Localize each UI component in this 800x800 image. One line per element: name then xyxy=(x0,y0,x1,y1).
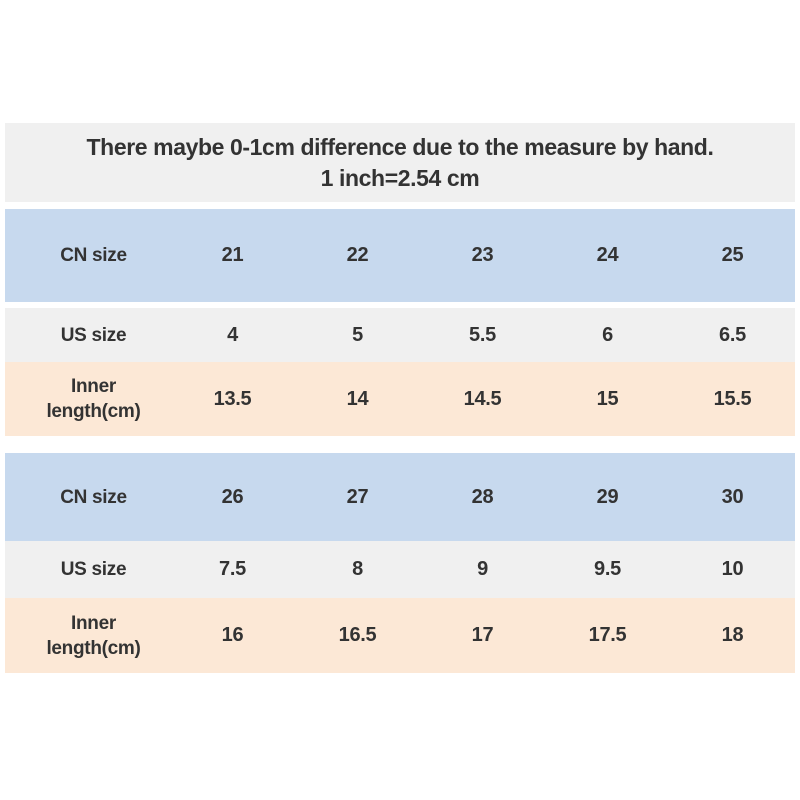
table2-us-size-value-5: 10 xyxy=(721,558,744,580)
row-label-text: US size xyxy=(60,324,127,346)
table1-cn-size-label: CN size xyxy=(5,243,170,268)
table2-us-size-label: US size xyxy=(5,557,170,582)
table1-us-size-label: US size xyxy=(5,323,170,348)
table2-inner-length-label: Inner length(cm) xyxy=(5,611,170,661)
table1-us-size-row: US size 4 5 5.5 6 6.5 xyxy=(5,308,795,362)
row-label-text: Inner length(cm) xyxy=(46,376,141,422)
row-label-text: CN size xyxy=(60,486,127,508)
table1-inner-length-value-3: 14.5 xyxy=(463,387,502,410)
size-table-1: CN size 21 22 23 24 25 US size 4 5 5.5 6… xyxy=(5,209,795,436)
table1-cn-size-value-1: 21 xyxy=(221,244,244,266)
table2-inner-length-value-2: 16.5 xyxy=(338,624,377,646)
measurement-note: There maybe 0-1cm difference due to the … xyxy=(5,123,795,202)
table2-us-size-value-1: 7.5 xyxy=(219,558,246,580)
table2-us-size-value-3: 9 xyxy=(477,558,488,580)
row-label-text: Inner length(cm) xyxy=(46,612,141,659)
table1-us-size-value-5: 6.5 xyxy=(719,323,746,346)
table1-cn-size-value-4: 24 xyxy=(596,244,619,266)
table2-cn-size-value-1: 26 xyxy=(221,485,244,508)
table2-cn-size-label: CN size xyxy=(5,485,170,510)
table1-cn-size-value-3: 23 xyxy=(471,244,494,266)
table2-us-size-row: US size 7.5 8 9 9.5 10 xyxy=(5,541,795,598)
note-line-1: There maybe 0-1cm difference due to the … xyxy=(86,133,714,160)
table2-us-size-value-4: 9.5 xyxy=(594,558,621,580)
table1-cn-size-value-2: 22 xyxy=(346,244,369,266)
row-label-text: CN size xyxy=(60,245,127,266)
table1-us-size-value-3: 5.5 xyxy=(469,323,496,346)
table2-cn-size-value-4: 29 xyxy=(596,485,619,508)
table1-us-size-value-4: 6 xyxy=(602,323,613,346)
row-label-text: US size xyxy=(60,559,127,580)
table2-us-size-value-2: 8 xyxy=(352,558,363,580)
table1-cn-size-value-5: 25 xyxy=(721,244,744,266)
table1-inner-length-value-5: 15.5 xyxy=(713,387,752,410)
table2-cn-size-value-3: 28 xyxy=(471,485,494,508)
table2-cn-size-value-5: 30 xyxy=(721,485,744,508)
table1-inner-length-value-2: 14 xyxy=(346,387,369,410)
table2-inner-length-row: Inner length(cm) 16 16.5 17 17.5 18 xyxy=(5,598,795,673)
table2-inner-length-value-1: 16 xyxy=(221,624,244,646)
table1-inner-length-value-4: 15 xyxy=(596,387,619,410)
table2-cn-size-row: CN size 26 27 28 29 30 xyxy=(5,453,795,541)
table2-inner-length-value-3: 17 xyxy=(471,624,494,646)
table1-cn-size-row: CN size 21 22 23 24 25 xyxy=(5,209,795,302)
table2-inner-length-value-5: 18 xyxy=(721,624,744,646)
table1-inner-length-value-1: 13.5 xyxy=(213,387,252,410)
table1-us-size-value-2: 5 xyxy=(352,323,363,346)
table1-us-size-value-1: 4 xyxy=(227,323,238,346)
note-line-2: 1 inch=2.54 cm xyxy=(320,164,480,191)
table2-inner-length-value-4: 17.5 xyxy=(588,624,627,646)
table2-cn-size-value-2: 27 xyxy=(346,485,369,508)
size-table-2: CN size 26 27 28 29 30 US size 7.5 8 9 9… xyxy=(5,453,795,673)
table1-inner-length-row: Inner length(cm) 13.5 14 14.5 15 15.5 xyxy=(5,362,795,436)
table1-inner-length-label: Inner length(cm) xyxy=(5,374,170,424)
